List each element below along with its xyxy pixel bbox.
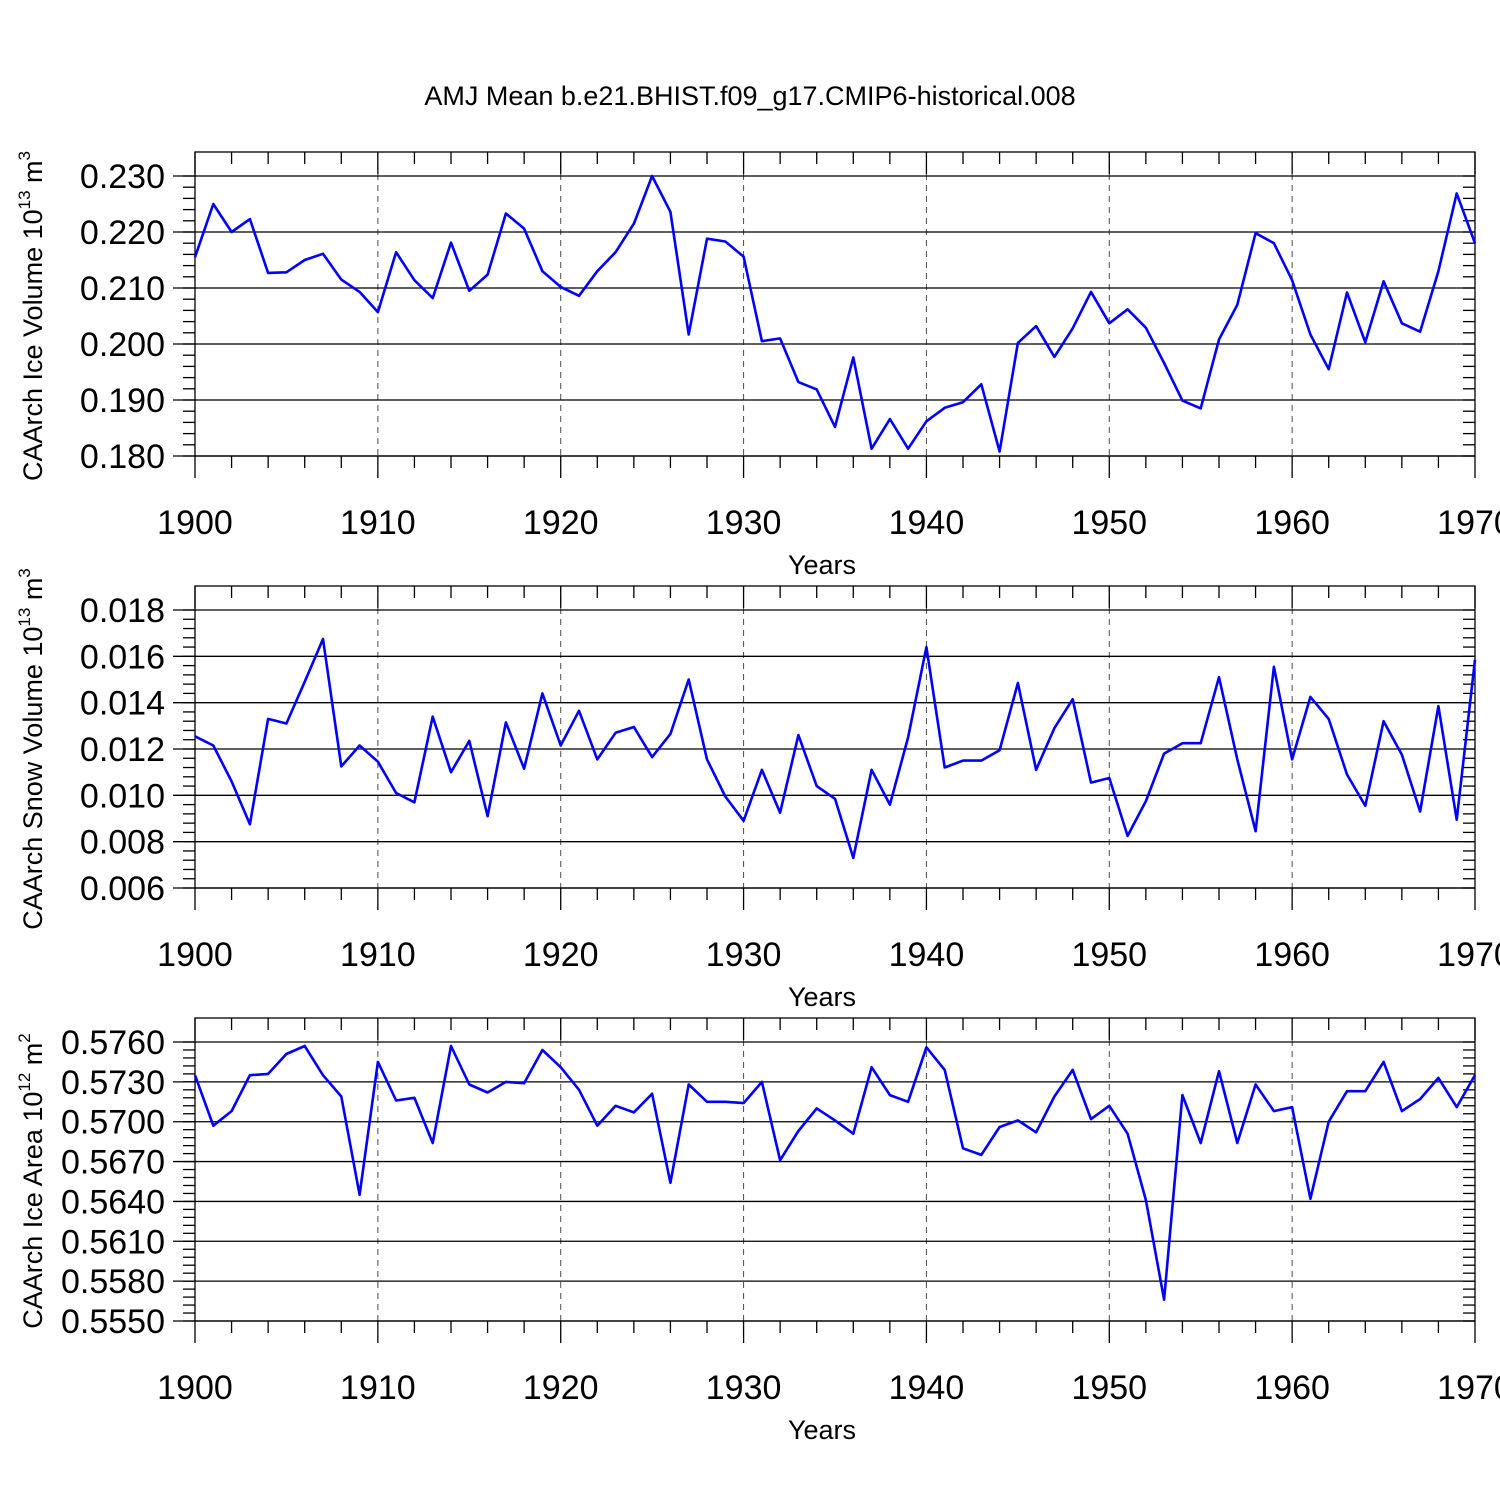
y-tick-label: 0.012 <box>80 731 165 769</box>
x-tick-label: 1900 <box>157 504 233 542</box>
y-tick-label: 0.5640 <box>61 1183 165 1221</box>
x-tick-label: 1930 <box>706 504 782 542</box>
x-tick-label: 1940 <box>889 504 965 542</box>
y-tick-label: 0.5610 <box>61 1223 165 1261</box>
y-tick-label: 0.180 <box>80 438 165 476</box>
ice-area-panel: 0.55500.55800.56100.56400.56700.57000.57… <box>15 1017 1500 1445</box>
y-tick-label: 0.210 <box>80 270 165 308</box>
x-tick-label: 1970 <box>1437 1369 1500 1407</box>
x-tick-label: 1930 <box>706 936 782 974</box>
y-axis-title: CAArch Ice Volume 1013 m3 <box>15 151 48 481</box>
x-tick-label: 1900 <box>157 936 233 974</box>
y-tick-label: 0.5670 <box>61 1144 165 1182</box>
x-tick-label: 1950 <box>1071 1369 1147 1407</box>
x-tick-label: 1920 <box>523 936 599 974</box>
x-tick-label: 1960 <box>1254 936 1330 974</box>
x-tick-label: 1930 <box>706 1369 782 1407</box>
y-tick-label: 0.5580 <box>61 1263 165 1301</box>
x-tick-label: 1950 <box>1071 504 1147 542</box>
y-tick-label: 0.5700 <box>61 1104 165 1142</box>
plot-frame <box>194 585 1476 889</box>
y-tick-label: 0.190 <box>80 382 165 420</box>
y-tick-label: 0.230 <box>80 158 165 196</box>
y-tick-label: 0.5760 <box>61 1024 165 1062</box>
y-tick-label: 0.5550 <box>61 1303 165 1341</box>
snow-volume-panel: 0.006 0.008 0.010 0.012 0.014 0.016 0.018 1900 1… <box>15 568 1500 1012</box>
chart-title: AMJ Mean b.e21.BHIST.f09_g17.CMIP6-histo… <box>424 81 1075 111</box>
y-tick-label: 0.018 <box>80 592 165 630</box>
y-tick-label: 0.016 <box>80 638 165 676</box>
x-tick-label: 1940 <box>889 1369 965 1407</box>
x-tick-label: 1960 <box>1254 504 1330 542</box>
x-tick-label: 1910 <box>340 504 416 542</box>
plot-frame <box>194 1017 1476 1322</box>
y-tick-label: 0.5730 <box>61 1064 165 1102</box>
y-axis-title: CAArch Snow Volume 1013 m3 <box>15 568 48 930</box>
x-tick-label: 1950 <box>1071 936 1147 974</box>
y-tick-label: 0.010 <box>80 777 165 815</box>
x-tick-label: 1940 <box>889 936 965 974</box>
x-axis-title: Years <box>788 550 856 580</box>
y-tick-label: 0.006 <box>80 870 165 908</box>
x-tick-label: 1920 <box>523 1369 599 1407</box>
x-tick-label: 1960 <box>1254 1369 1330 1407</box>
x-tick-label: 1910 <box>340 936 416 974</box>
x-axis-title: Years <box>788 1415 856 1445</box>
y-tick-label: 0.200 <box>80 326 165 364</box>
y-axis-title: CAArch Ice Area 1012 m2 <box>15 1033 48 1329</box>
x-tick-label: 1970 <box>1437 504 1500 542</box>
x-tick-label: 1920 <box>523 504 599 542</box>
x-tick-label: 1970 <box>1437 936 1500 974</box>
x-tick-label: 1900 <box>157 1369 233 1407</box>
series-line <box>193 1044 1477 1301</box>
series-line <box>193 174 1477 453</box>
x-axis-title: Years <box>788 982 856 1012</box>
y-tick-label: 0.220 <box>80 214 165 252</box>
y-tick-label: 0.008 <box>80 824 165 862</box>
x-tick-label: 1910 <box>340 1369 416 1407</box>
plot-frame <box>194 151 1476 457</box>
y-tick-label: 0.014 <box>80 685 165 723</box>
ice-volume-panel: 0.180 0.190 0.200 0.210 0.220 0.230 1900 1910 19… <box>15 151 1500 580</box>
